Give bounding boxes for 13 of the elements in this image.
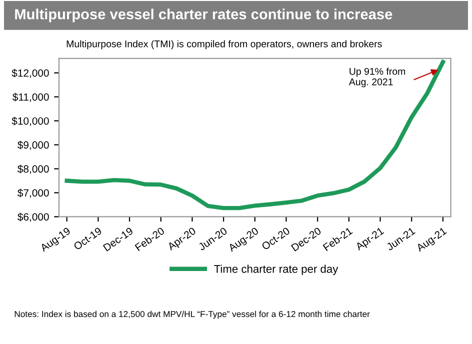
y-tick-label: $8,000 [18,164,49,174]
y-tick-label: $7,000 [18,188,49,198]
legend-label: Time charter rate per day [214,264,338,276]
annotation: Up 91% from Aug. 2021 [348,68,405,88]
chart-subtitle: Multipurpose Index (TMI) is compiled from operators, owners and brokers [66,40,382,50]
chart-title: Multipurpose vessel charter rates continue to increase [15,8,392,22]
line-series [64,60,446,210]
y-tick-label: $10,000 [12,116,49,126]
y-tick-label: $6,000 [18,212,49,222]
y-tick-label: $11,000 [12,92,49,102]
text: Notes: Index is based on a 12,500 dwt MPV/HL “F-Type” vessel for a 6-12 month time charter [14,310,370,319]
y-tick-label: $9,000 [18,140,49,150]
y-tick-label: $12,000 [12,68,49,78]
